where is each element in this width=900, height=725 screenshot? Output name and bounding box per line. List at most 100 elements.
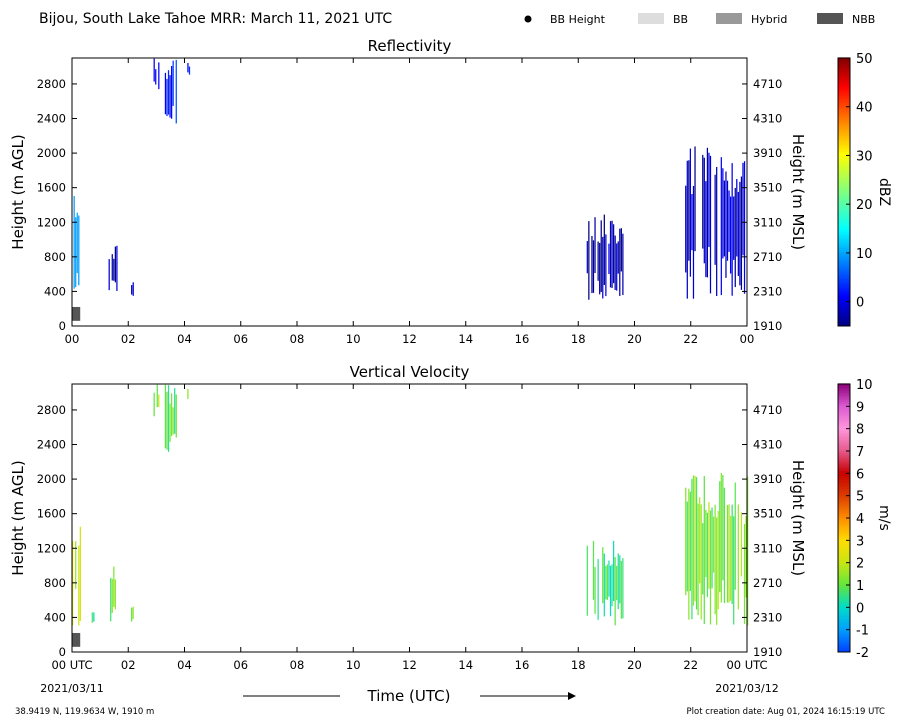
colorbar-cell [838,151,850,155]
colorbar-cell [838,320,850,324]
echo-stripe [594,567,596,614]
colorbar-tick-label: -1 [856,624,869,639]
colorbar-cell [838,441,850,445]
y2-tick-label: 2310 [753,610,782,624]
colorbar-cell [838,213,850,217]
echo-region [586,214,624,300]
colorbar-cell [838,316,850,320]
colorbar-cell [838,492,850,496]
colorbar-cell [838,148,850,152]
colorbar-tick-label: 5 [856,490,864,505]
echo-stripe [708,502,710,589]
colorbar-cell [838,300,850,304]
colorbar-cell [838,271,850,275]
x-tick-label: 18 [571,658,586,672]
colorbar-cell [838,57,850,61]
colorbar-cell [838,318,850,322]
colorbar-cell [838,633,850,637]
colorbar-tick-label: 10 [856,247,873,262]
colorbar-cell [838,495,850,498]
colorbar-cell [838,131,850,134]
y2-tick-label: 3110 [753,215,782,229]
echo-stripe [703,476,705,625]
colorbar-cell [838,629,850,632]
echo-region [164,384,177,452]
y-tick-label: 2800 [37,403,66,417]
colorbar-cell [838,541,850,545]
legend-bb-swatch [638,13,664,24]
colorbar-cell [838,155,850,159]
colorbar-cell [838,425,850,429]
x-tick-label: 06 [233,332,248,346]
echo-stripe [714,174,716,265]
echo-stripe [728,190,730,252]
x-tick-label: 04 [177,332,192,346]
echo-stripe [694,475,696,602]
colorbar-cell [838,175,850,179]
colorbar-cell [838,180,850,184]
echo-stripe [619,228,621,296]
colorbar-cell [838,537,850,541]
y2-tick-label: 4310 [753,112,782,126]
y2-tick-label: 1910 [753,319,782,333]
colorbar-cell [838,454,850,458]
echo-stripe [742,162,744,256]
colorbar-cell [838,579,850,583]
colorbar-cell [838,586,850,590]
colorbar-cell [838,407,850,411]
colorbar-cell [838,394,850,398]
echo-stripe [111,578,113,613]
colorbar-cell [838,611,850,615]
colorbar-cell [838,613,850,617]
echo-stripe [722,168,724,259]
colorbar-cell [838,474,850,478]
colorbar-cell [838,620,850,623]
colorbar-cell [838,269,850,273]
echo-stripe [609,565,612,617]
echo-stripe [734,482,736,590]
echo-stripe [116,245,118,291]
echo-stripe [737,191,739,276]
x-axis-label: Time (UTC) [367,687,451,705]
colorbar-cell [838,649,850,652]
echo-stripe [686,160,688,299]
colorbar-cell [838,182,850,186]
y-tick-label: 1200 [37,541,66,555]
colorbar-cell [838,412,850,416]
header-legend: BB Height BB Hybrid NBB [524,13,875,26]
colorbar-cell [838,162,850,166]
colorbar-cell [838,383,850,387]
echo-stripe [605,234,607,297]
colorbar-cell [838,448,850,451]
echo-stripe [611,564,613,607]
echo-stripe [155,69,157,85]
colorbar-cell [838,140,850,143]
echo-stripe [712,516,715,573]
colorbar-cell [838,390,850,393]
colorbar-cell [838,510,850,514]
echo-stripe [172,60,174,106]
colorbar-cell [838,84,850,88]
colorbar-cell [838,445,850,449]
echo-stripe [166,78,168,117]
colorbar-cell [838,202,850,206]
colorbar-cell [838,70,850,74]
echo-stripe [167,385,170,452]
colorbar-cell [838,59,850,63]
colorbar-cell [838,582,850,585]
echo-region [685,473,749,626]
echo-stripe [734,187,736,288]
colorbar-cell [838,171,850,175]
colorbar-cell [838,245,850,248]
echo-stripe [733,196,735,260]
colorbar-cell [838,211,850,215]
echo-stripe [706,147,709,278]
colorbar-cell [838,439,850,443]
colorbar-cell [838,535,850,539]
colorbar-cell [838,314,850,318]
colorbar: 0 10 20 30 40 50 dBZ [837,52,892,327]
echo-stripe [172,407,174,435]
y2-tick-label: 2310 [753,284,782,298]
echo-stripe [113,566,115,607]
x-tick-label: 00 UTC [51,658,92,672]
